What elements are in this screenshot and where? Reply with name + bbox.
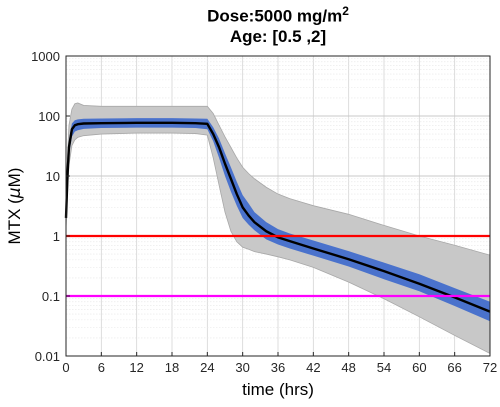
y-axis-label-suffix: M)	[5, 168, 24, 188]
x-tick-label: 6	[98, 360, 105, 375]
chart-title-line-1: Dose:5000 mg/m2	[66, 4, 490, 27]
x-tick-label: 60	[412, 360, 426, 375]
x-tick-label: 0	[62, 360, 69, 375]
median-line-group	[64, 121, 491, 313]
y-axis-label-prefix: MTX (	[5, 198, 24, 245]
x-tick-label: 66	[447, 360, 461, 375]
x-tick-label: 12	[129, 360, 143, 375]
chart-title-line-2: Age: [0.5 ,2]	[229, 27, 327, 46]
x-tick-label: 24	[200, 360, 214, 375]
x-axis-label: time (hrs)	[242, 380, 314, 399]
median-line	[64, 121, 491, 313]
tick-labels: 0 6 12 18 24 30 36 42 48 54 60 66 72 0.01 0.1 1 10 100 100…	[31, 49, 497, 375]
axis-ticks	[65, 55, 491, 357]
y-tick-label: 0.1	[42, 289, 60, 304]
x-tick-label: 30	[235, 360, 249, 375]
x-tick-label: 54	[377, 360, 391, 375]
x-tick-label: 42	[306, 360, 320, 375]
y-axis-label-mu: μ	[5, 187, 25, 199]
x-tick-label: 72	[483, 360, 497, 375]
chart-title-prefix: Dose:5000 mg/m	[207, 6, 343, 26]
chart-title-superscript: 2	[342, 4, 349, 18]
x-tick-label: 36	[271, 360, 285, 375]
y-tick-label: 0.01	[35, 349, 60, 364]
y-tick-label: 10	[46, 169, 60, 184]
y-axis-label: MTX (μM)	[5, 168, 25, 245]
x-tick-label: 48	[341, 360, 355, 375]
x-tick-label: 18	[165, 360, 179, 375]
y-tick-label: 100	[38, 109, 60, 124]
y-tick-label: 1	[53, 229, 60, 244]
y-tick-label: 1000	[31, 49, 60, 64]
threshold-lines	[66, 234, 490, 298]
